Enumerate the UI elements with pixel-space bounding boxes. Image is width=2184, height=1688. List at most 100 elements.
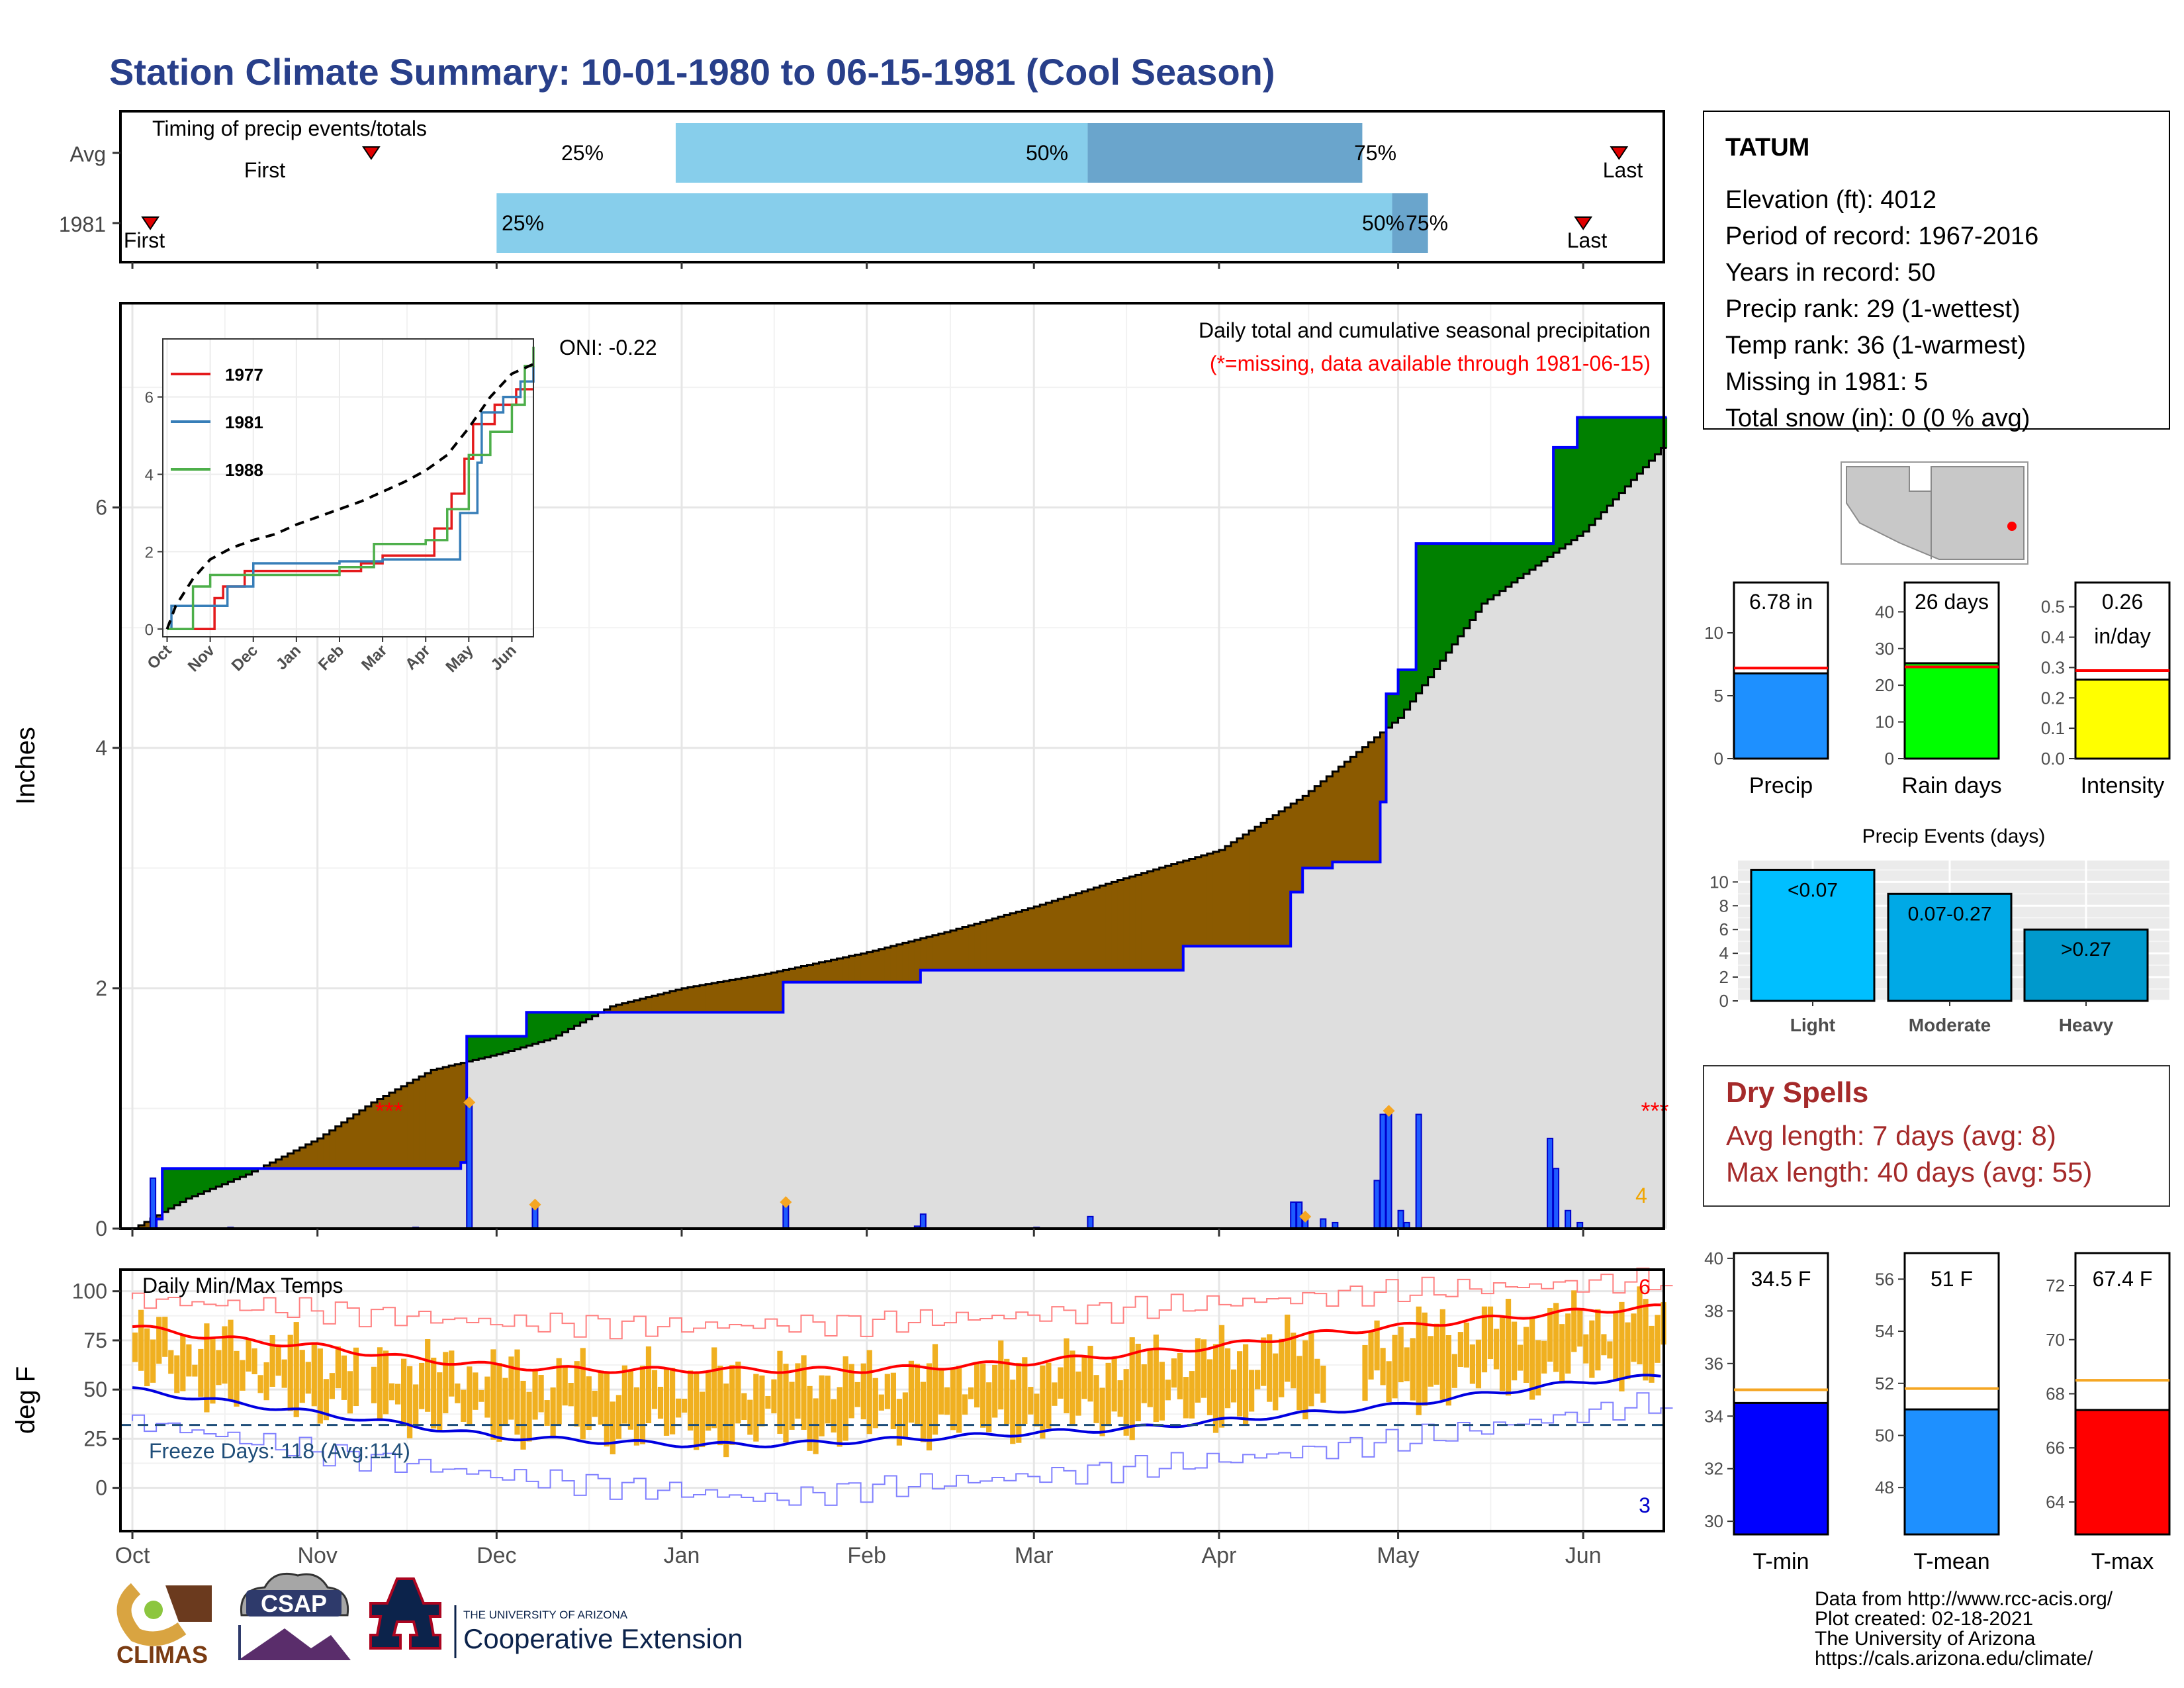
mini-value-1: 26 days (1915, 590, 1989, 614)
events-y-label: 6 (1719, 919, 1729, 939)
timing-bars (113, 123, 1629, 269)
daily-temp-bar (478, 1389, 484, 1402)
daily-temp-bar (956, 1366, 962, 1433)
daily-temp-bar (449, 1350, 455, 1397)
daily-precip-bar (1379, 1113, 1387, 1230)
daily-temp-bar (467, 1366, 473, 1425)
mini-y-label: 30 (1875, 639, 1894, 659)
daily-temp-bar (705, 1372, 711, 1431)
above-avg-area (1589, 417, 1596, 526)
daily-temp-bar (1428, 1336, 1433, 1387)
daily-temp-bar (311, 1342, 317, 1407)
inset-series (165, 346, 535, 631)
daily-temp-bar (1577, 1308, 1583, 1347)
events-y-label: 2 (1719, 967, 1729, 987)
daily-temp-bar (1171, 1358, 1177, 1388)
below-avg-area (669, 991, 676, 1013)
inset-series-s1981 (167, 365, 535, 631)
daily-temp-bar (1631, 1313, 1637, 1362)
temp-mini-y-label: 56 (1875, 1269, 1894, 1289)
above-avg-area (1607, 417, 1614, 506)
daily-temp-bar (1517, 1344, 1524, 1371)
above-avg-area (496, 1036, 503, 1055)
below-avg-area (968, 925, 975, 970)
daily-temp-bar (1392, 1335, 1398, 1399)
below-avg-area (1218, 850, 1226, 947)
temp-mini-y-label: 48 (1875, 1477, 1894, 1497)
above-avg-area (1481, 543, 1488, 604)
daily-temp-bar (884, 1374, 890, 1409)
precip-events-title: Precip Events (days) (1862, 825, 2046, 847)
below-avg-area (419, 1076, 426, 1169)
daily-temp-bar (156, 1317, 162, 1364)
below-avg-area (1052, 900, 1058, 970)
above-avg-area (467, 1036, 473, 1062)
events-bar-1 (1887, 892, 2013, 1002)
below-avg-area (1273, 815, 1279, 947)
above-avg-area (526, 1012, 533, 1046)
below-avg-area (341, 1122, 348, 1169)
missing-data-marker: *** (375, 1097, 403, 1124)
daily-temp-bar (388, 1383, 395, 1401)
daily-temp-bar (144, 1328, 150, 1387)
below-avg-area (741, 978, 748, 1013)
daily-temp-bar (222, 1326, 228, 1384)
daily-temp-bar (1445, 1335, 1451, 1406)
mini-y-label: 0.5 (2041, 597, 2065, 617)
daily-temp-bar (1189, 1371, 1195, 1419)
below-avg-area (700, 985, 706, 1013)
legend-1977: 1977 (225, 365, 263, 385)
below-avg-area (431, 1070, 437, 1169)
daily-temp-bar (234, 1350, 240, 1407)
daily-temp-bar (269, 1335, 275, 1387)
daily-temp-bar (1159, 1362, 1165, 1421)
below-avg-area (639, 998, 647, 1013)
daily-temp-bar (1273, 1353, 1279, 1411)
above-avg-area (1625, 417, 1631, 487)
daily-temp-bar (1451, 1354, 1457, 1388)
timing-bar-y1981-50-75 (1392, 193, 1428, 253)
daily-temp-bar (216, 1350, 222, 1385)
below-avg-area (610, 1006, 617, 1013)
daily-temp-bar (1034, 1393, 1040, 1427)
temp-mini-value-1: 51 F (1931, 1267, 1973, 1291)
below-avg-area (866, 952, 874, 982)
daily-temp-bar (1314, 1358, 1320, 1394)
below-avg-area (437, 1068, 443, 1169)
inset-series-s1977 (167, 388, 533, 631)
inset-y-label: 0 (145, 621, 154, 639)
temp-mini-y-label: 34 (1704, 1406, 1723, 1426)
daily-precip-bar (1415, 1113, 1422, 1230)
daily-temp-bar (556, 1358, 562, 1425)
temp-y-label: 100 (72, 1280, 107, 1303)
below-avg-area (890, 946, 897, 982)
below-avg-area (1069, 895, 1077, 970)
daily-temp-bar (150, 1339, 156, 1383)
daily-temp-bar (1153, 1335, 1159, 1423)
below-avg-area (425, 1073, 432, 1169)
below-avg-area (980, 921, 987, 970)
credits: Data from http://www.rcc-acis.org/ Plot … (1815, 1588, 2113, 1669)
daily-temp-bar (795, 1363, 801, 1419)
station-line: Missing in 1981: 5 (1725, 368, 1928, 396)
above-avg-area (490, 1036, 497, 1056)
daily-temp-bar (950, 1369, 956, 1430)
above-avg-area (162, 1168, 169, 1212)
below-avg-area (896, 944, 903, 982)
below-avg-area (1285, 807, 1291, 947)
below-avg-area (371, 1102, 378, 1169)
daily-temp-bar (1285, 1314, 1291, 1382)
above-avg-area (240, 1168, 247, 1177)
above-avg-area (1392, 694, 1399, 723)
above-avg-area (1583, 417, 1590, 532)
y-tick-label: 0 (95, 1217, 107, 1241)
daily-temp-bar (1016, 1362, 1022, 1443)
station-frame (1703, 111, 2170, 430)
daily-temp-bar (1607, 1341, 1613, 1359)
daily-temp-bar (526, 1391, 532, 1442)
timing-bar-avg-50-75 (1087, 123, 1363, 183)
temp-mini-y-label: 54 (1875, 1321, 1894, 1341)
daily-temp-bar (920, 1382, 927, 1442)
daily-precip-bar (1290, 1201, 1297, 1229)
daily-temp-bar (1117, 1380, 1123, 1417)
